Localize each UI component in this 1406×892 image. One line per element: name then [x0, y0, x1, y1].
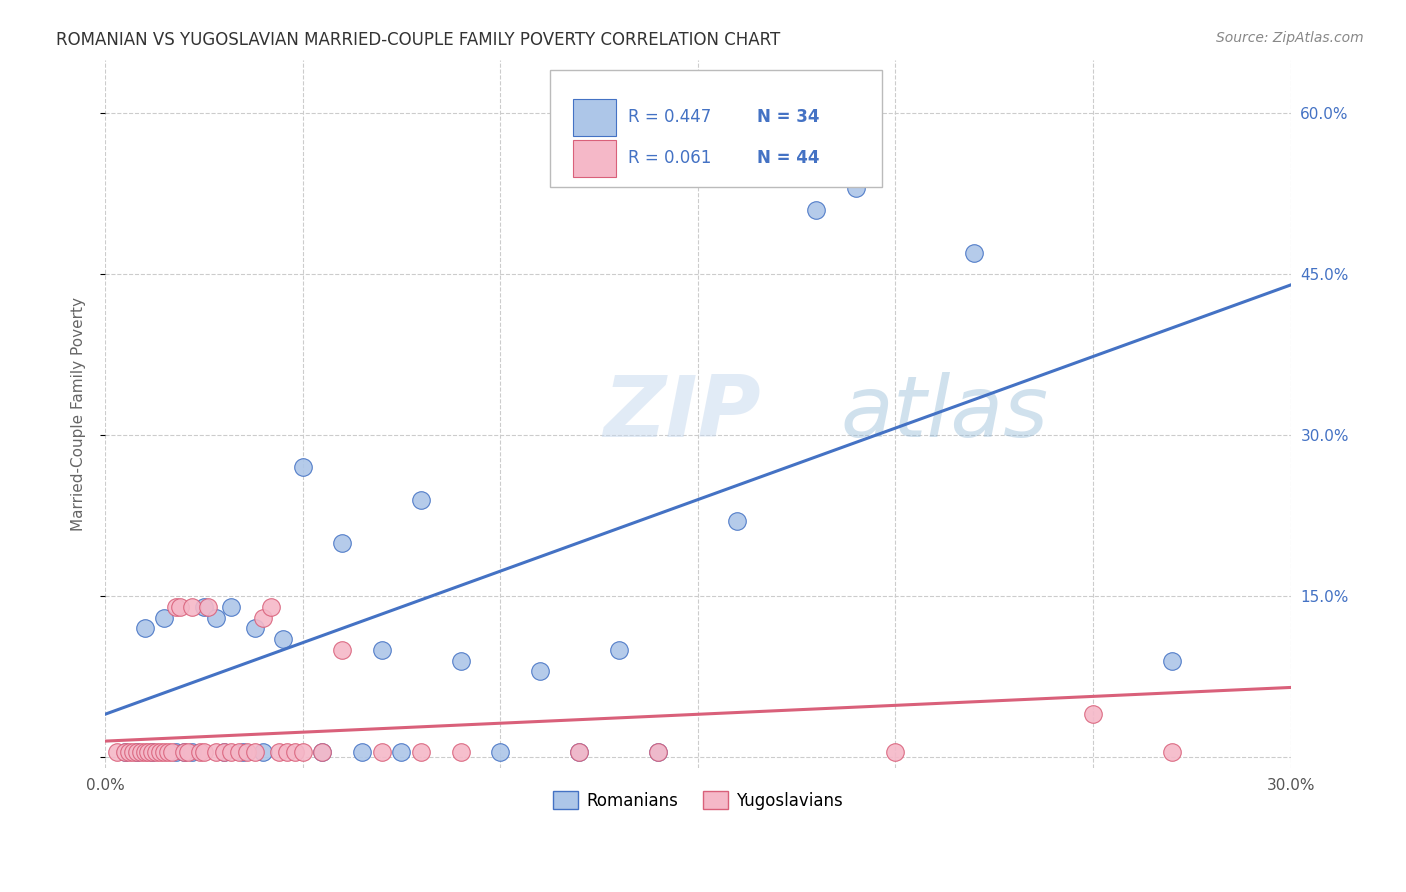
- Point: [389, 745, 412, 759]
- Point: [350, 745, 373, 759]
- Point: [963, 245, 986, 260]
- Point: [236, 745, 259, 759]
- Point: [411, 745, 433, 759]
- Point: [134, 745, 156, 759]
- Text: atlas: atlas: [839, 372, 1047, 455]
- Point: [114, 745, 136, 759]
- Point: [212, 745, 235, 759]
- FancyBboxPatch shape: [574, 99, 616, 136]
- Point: [197, 599, 219, 614]
- Point: [157, 745, 180, 759]
- Point: [193, 599, 215, 614]
- Point: [330, 535, 353, 549]
- Point: [311, 745, 333, 759]
- Point: [1161, 654, 1184, 668]
- Point: [160, 745, 183, 759]
- Point: [121, 745, 143, 759]
- FancyBboxPatch shape: [574, 140, 616, 178]
- Point: [267, 745, 290, 759]
- Text: R = 0.447: R = 0.447: [628, 108, 711, 126]
- Point: [243, 622, 266, 636]
- Point: [291, 460, 314, 475]
- Point: [204, 610, 226, 624]
- Point: [114, 745, 136, 759]
- Point: [489, 745, 512, 759]
- Point: [284, 745, 307, 759]
- Text: ZIP: ZIP: [603, 372, 761, 455]
- Point: [647, 745, 669, 759]
- Point: [647, 745, 669, 759]
- Point: [165, 599, 187, 614]
- Point: [243, 745, 266, 759]
- Point: [568, 745, 591, 759]
- Text: R = 0.061: R = 0.061: [628, 149, 711, 167]
- Point: [845, 181, 868, 195]
- Point: [169, 599, 191, 614]
- Point: [529, 665, 551, 679]
- Point: [370, 745, 392, 759]
- Point: [1081, 707, 1104, 722]
- Point: [141, 745, 163, 759]
- Point: [311, 745, 333, 759]
- Point: [291, 745, 314, 759]
- Point: [153, 610, 176, 624]
- Point: [138, 745, 160, 759]
- Point: [607, 643, 630, 657]
- Point: [145, 745, 167, 759]
- Point: [173, 745, 195, 759]
- Point: [173, 745, 195, 759]
- Point: [193, 745, 215, 759]
- Text: ROMANIAN VS YUGOSLAVIAN MARRIED-COUPLE FAMILY POVERTY CORRELATION CHART: ROMANIAN VS YUGOSLAVIAN MARRIED-COUPLE F…: [56, 31, 780, 49]
- Point: [276, 745, 298, 759]
- Point: [125, 745, 148, 759]
- Point: [260, 599, 283, 614]
- Point: [181, 745, 204, 759]
- Point: [221, 745, 243, 759]
- Point: [204, 745, 226, 759]
- Point: [232, 745, 254, 759]
- Point: [149, 745, 172, 759]
- Point: [181, 599, 204, 614]
- Point: [125, 745, 148, 759]
- FancyBboxPatch shape: [550, 70, 882, 187]
- Point: [118, 745, 141, 759]
- Point: [450, 745, 472, 759]
- Point: [212, 745, 235, 759]
- Point: [884, 745, 907, 759]
- Point: [228, 745, 250, 759]
- Point: [568, 745, 591, 759]
- Text: Source: ZipAtlas.com: Source: ZipAtlas.com: [1216, 31, 1364, 45]
- Legend: Romanians, Yugoslavians: Romanians, Yugoslavians: [546, 785, 849, 816]
- Point: [450, 654, 472, 668]
- Point: [129, 745, 152, 759]
- Point: [188, 745, 211, 759]
- Point: [1161, 745, 1184, 759]
- Point: [105, 745, 128, 759]
- Point: [252, 745, 274, 759]
- Point: [141, 745, 163, 759]
- Y-axis label: Married-Couple Family Poverty: Married-Couple Family Poverty: [72, 297, 86, 531]
- Point: [252, 610, 274, 624]
- Point: [806, 202, 828, 217]
- Point: [134, 622, 156, 636]
- Point: [370, 643, 392, 657]
- Point: [271, 632, 294, 647]
- Text: N = 34: N = 34: [756, 108, 820, 126]
- Point: [153, 745, 176, 759]
- Point: [177, 745, 200, 759]
- Point: [165, 745, 187, 759]
- Point: [221, 599, 243, 614]
- Point: [330, 643, 353, 657]
- Point: [725, 514, 748, 528]
- Text: N = 44: N = 44: [756, 149, 820, 167]
- Point: [411, 492, 433, 507]
